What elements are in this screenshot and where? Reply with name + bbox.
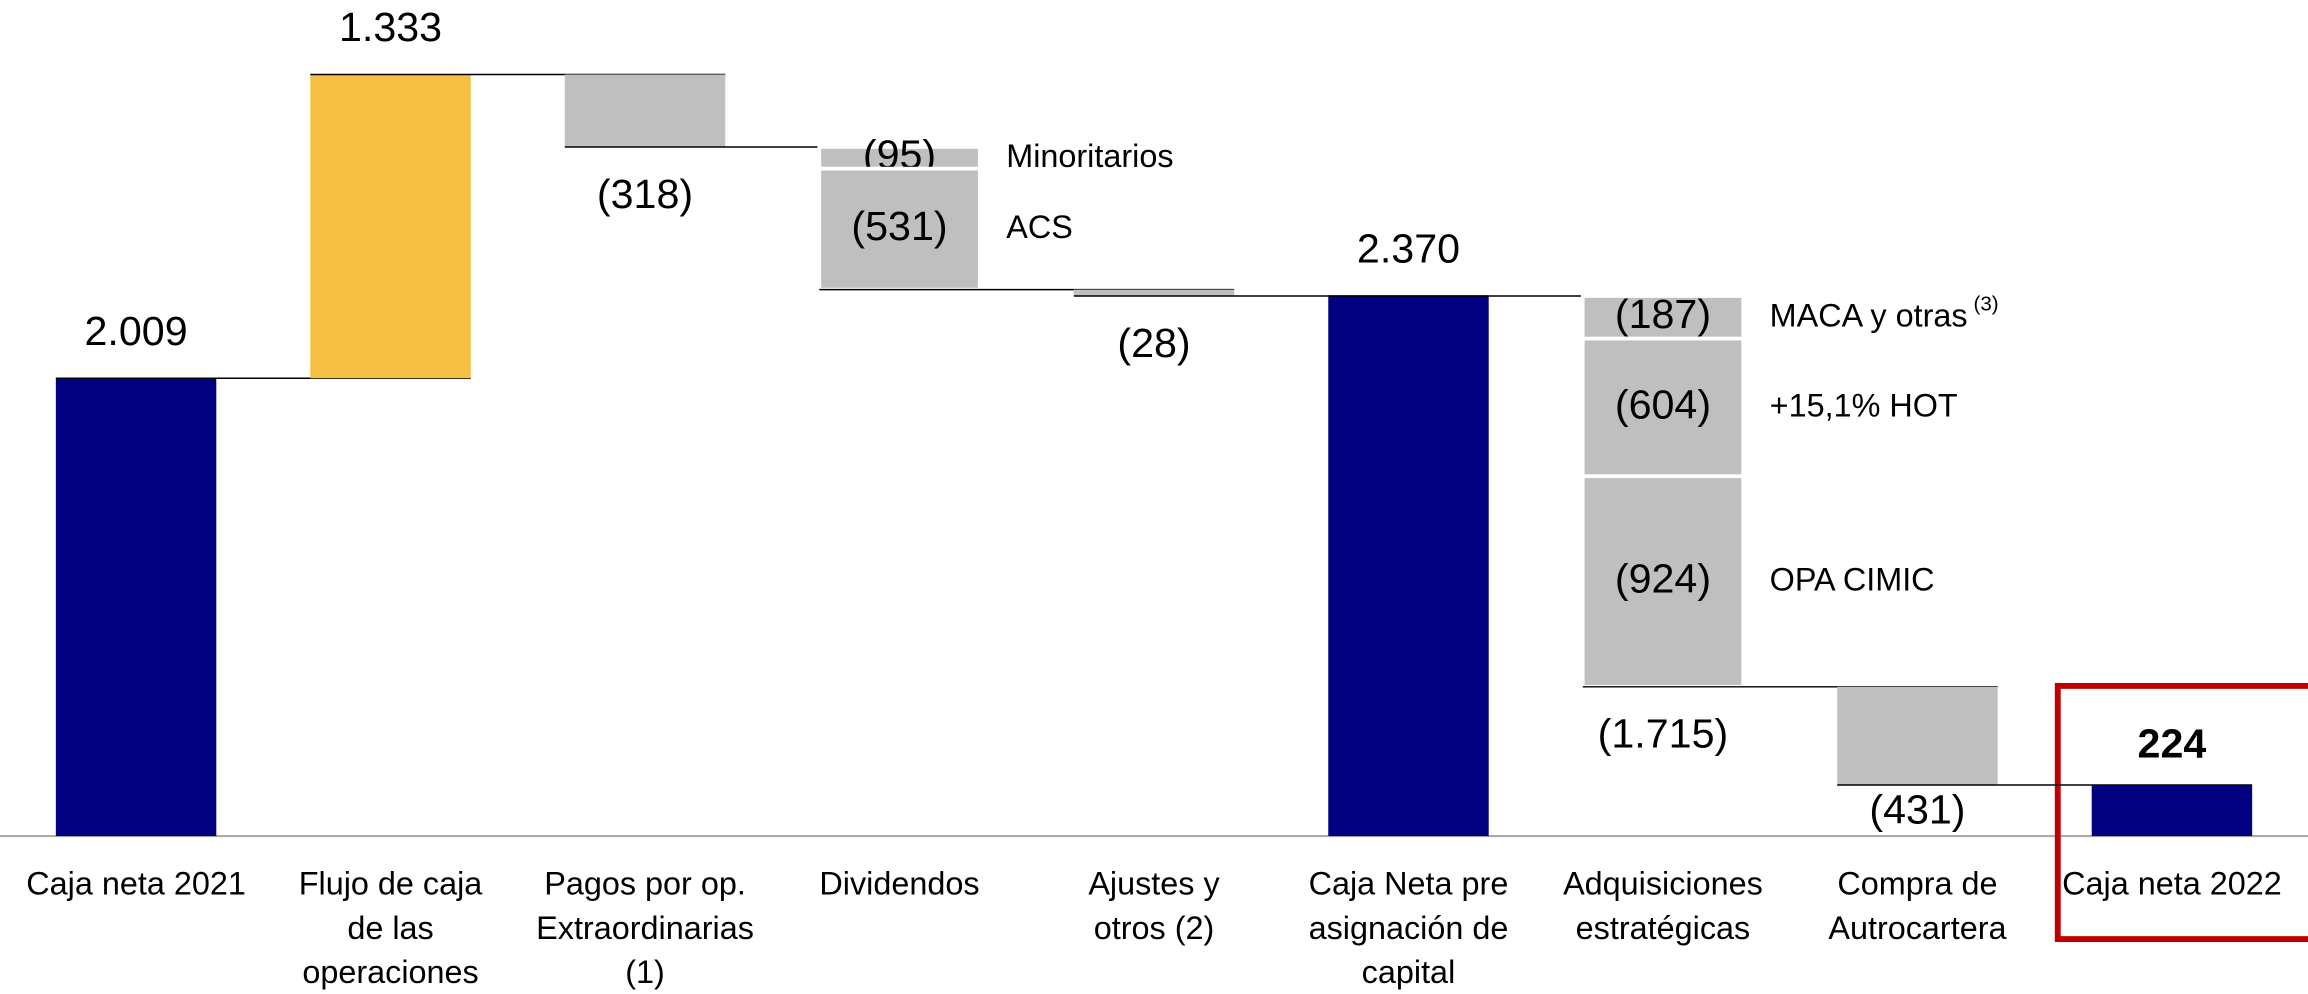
bar xyxy=(310,74,471,379)
value-label: 2.370 xyxy=(1357,226,1460,272)
bar xyxy=(55,378,217,837)
value-label-emphasis: 224 xyxy=(2138,721,2207,767)
bar-segment xyxy=(817,166,982,292)
bar-segment xyxy=(1580,336,1746,479)
segment-label: (187) xyxy=(1615,291,1711,337)
segment-name-text: ACS xyxy=(1006,209,1073,245)
x-tick-label: Adquisiciones xyxy=(1563,866,1763,902)
segment-name-text: +15,1% HOT xyxy=(1770,387,1958,423)
x-tick-label: (1) xyxy=(625,954,665,990)
bar xyxy=(2091,785,2253,837)
x-tick-label: Compra de xyxy=(1837,866,1997,902)
segment-name-text: Minoritarios xyxy=(1006,137,1173,173)
x-tick-label: Flujo de caja xyxy=(299,866,483,902)
x-tick-label: estratégicas xyxy=(1576,910,1751,946)
x-tick-label: operaciones xyxy=(302,954,478,990)
x-tick-label: otros (2) xyxy=(1094,910,1215,946)
segment-name: ACS xyxy=(1006,209,1073,245)
x-tick-label: Pagos por op. xyxy=(544,866,746,902)
segment-name-text: OPA CIMIC xyxy=(1770,561,1935,597)
bar xyxy=(564,74,726,147)
segment-label: (604) xyxy=(1615,381,1711,427)
bar xyxy=(1837,686,1998,786)
value-label: (1.715) xyxy=(1598,711,1729,757)
segment-label: (531) xyxy=(851,203,947,249)
bar-segment xyxy=(1580,474,1746,689)
value-label: 1.333 xyxy=(339,4,442,50)
segment-label: (924) xyxy=(1615,555,1711,601)
x-tick-label: Dividendos xyxy=(819,866,979,902)
x-tick-label: asignación de xyxy=(1309,910,1509,946)
x-tick-label: Caja neta 2021 xyxy=(26,866,246,902)
highlight-box xyxy=(2054,682,2308,943)
x-tick-label: capital xyxy=(1362,954,1456,990)
x-tick-label: Autrocartera xyxy=(1828,910,2006,946)
x-tick-label: Extraordinarias xyxy=(536,910,754,946)
x-tick-label: de las xyxy=(347,910,433,946)
segment-note: (3) xyxy=(1973,293,1998,316)
x-tick-label: Caja neta 2022 xyxy=(2062,866,2282,902)
segment-name-text: MACA y otras xyxy=(1770,297,1968,333)
value-label: (318) xyxy=(597,171,693,217)
segment-name: Minoritarios xyxy=(1006,137,1173,173)
value-label: (28) xyxy=(1117,320,1190,366)
bar xyxy=(1328,296,1489,837)
bar-segment xyxy=(1580,294,1746,341)
bar xyxy=(1073,289,1235,297)
x-tick-label: Caja Neta pre xyxy=(1309,866,1509,902)
value-label: 2.009 xyxy=(85,308,188,354)
value-label: (431) xyxy=(1869,786,1965,832)
x-tick-label: Ajustes y xyxy=(1088,866,1220,902)
segment-name: OPA CIMIC xyxy=(1770,561,1935,597)
segment-name: MACA y otras (3) xyxy=(1770,293,1999,333)
segment-name: +15,1% HOT xyxy=(1770,387,1958,423)
